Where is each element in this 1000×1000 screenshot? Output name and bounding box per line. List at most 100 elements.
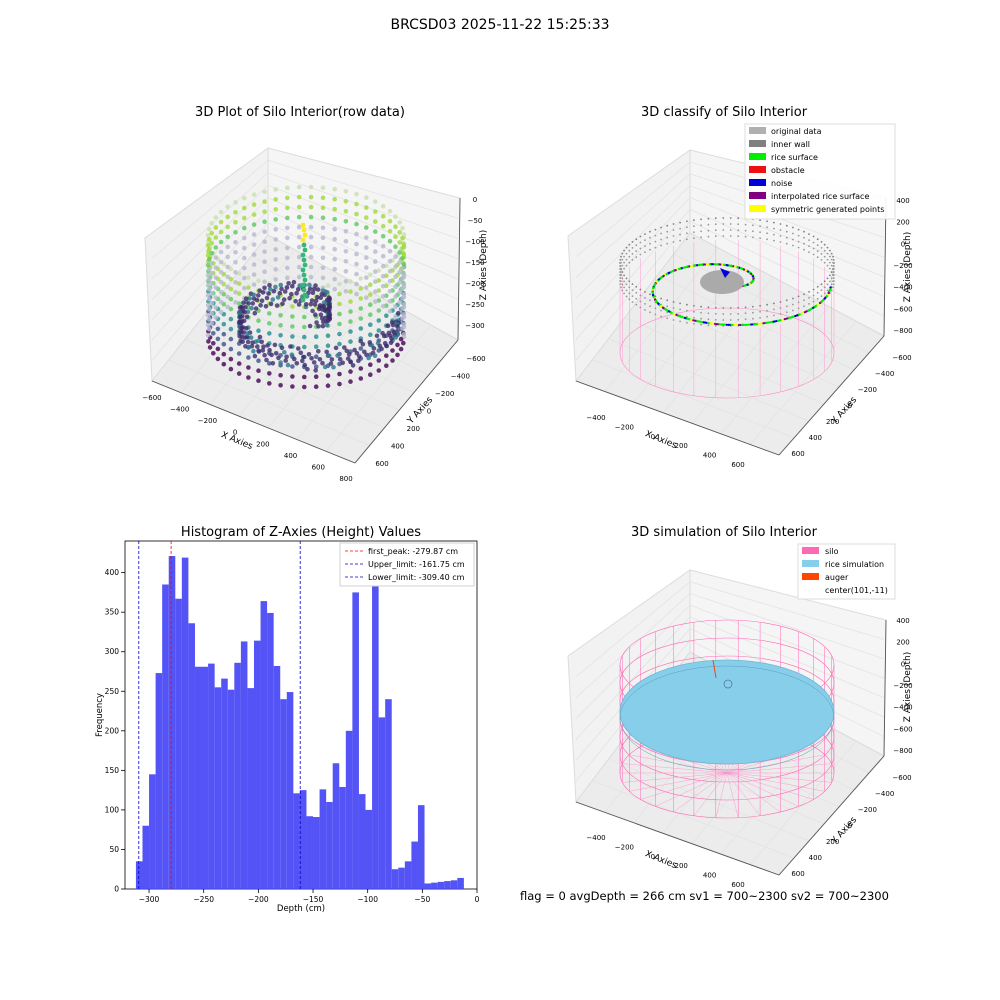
raw-point (213, 255, 219, 260)
raw-y-tick: 400 (391, 443, 404, 451)
inner-wall-point (631, 289, 634, 291)
histogram-y-label: Frequency (95, 693, 105, 737)
simulation-y-tick: 200 (826, 838, 839, 846)
surface-point (742, 323, 745, 326)
histogram-bar (162, 584, 169, 889)
raw-point (320, 245, 326, 251)
surface-point (825, 295, 828, 298)
legend-swatch-1 (802, 560, 819, 567)
raw-point (274, 303, 280, 308)
raw-point (233, 260, 238, 265)
inner-wall-point (625, 246, 628, 249)
surface-point (665, 308, 668, 312)
inner-wall-point (823, 280, 826, 283)
raw-point (218, 259, 224, 265)
raw-x-tick: −400 (170, 406, 189, 414)
inner-wall-point (686, 232, 688, 235)
raw-point (221, 341, 227, 347)
raw-point (325, 290, 330, 295)
histogram-y-tick: 300 (105, 647, 120, 656)
raw-point (296, 254, 302, 260)
raw-point (284, 285, 290, 290)
raw-point (252, 353, 258, 359)
raw-point (354, 191, 359, 197)
raw-point (285, 235, 290, 241)
surface-point (715, 323, 718, 326)
inner-wall-point (700, 311, 702, 314)
inner-wall-point (816, 244, 819, 247)
inner-wall-point (714, 324, 717, 327)
raw-point (285, 275, 290, 281)
inner-wall-point (623, 274, 625, 277)
raw-point (215, 356, 221, 362)
raw-point (368, 282, 373, 288)
raw-point (218, 279, 224, 285)
raw-point (313, 312, 318, 318)
surface-point (714, 322, 717, 325)
inner-wall-point (808, 291, 810, 293)
raw-point (236, 361, 242, 366)
surface-point (655, 280, 659, 283)
simulation-y-tick: 0 (848, 822, 852, 830)
classify-y-tick: −400 (875, 370, 894, 378)
raw-point (387, 258, 393, 264)
raw-point (354, 271, 359, 277)
raw-point (387, 268, 393, 274)
inner-wall-point (621, 289, 624, 292)
raw-point (244, 326, 249, 331)
raw-point (209, 310, 215, 316)
raw-point (205, 243, 211, 248)
raw-point (296, 244, 302, 250)
panel-title-simulation: 3D simulation of Silo Interior (631, 525, 818, 540)
y-axis-line (354, 339, 459, 464)
simulation-z-tick: 200 (896, 639, 909, 647)
histogram-bar (424, 883, 432, 889)
raw-point (313, 384, 319, 390)
inner-wall-point (625, 252, 628, 255)
z-axis-line (883, 619, 887, 757)
histogram-bar (306, 816, 314, 889)
raw-point (325, 383, 331, 389)
inner-wall-point (707, 235, 710, 238)
silo-floor-wire (726, 772, 761, 816)
raw-point (401, 242, 407, 247)
inner-wall-point (700, 236, 702, 239)
raw-point (242, 309, 247, 315)
raw-point (343, 199, 349, 204)
inner-wall-point (621, 258, 624, 261)
raw-z-tick: −150 (465, 259, 484, 267)
histogram-bar (286, 692, 294, 889)
raw-point (325, 373, 331, 379)
raw-point (393, 214, 398, 219)
histogram-y-tick: 0 (114, 885, 119, 894)
histogram-bar (240, 641, 248, 889)
raw-point (313, 374, 319, 380)
raw-point (213, 285, 219, 290)
rice-simulation-surface (619, 659, 835, 765)
raw-point (206, 286, 212, 292)
inner-wall-point (700, 317, 702, 320)
raw-point (397, 230, 403, 235)
surface-point (813, 305, 817, 308)
raw-point (358, 346, 364, 351)
inner-wall-point (797, 307, 800, 310)
raw-point (373, 289, 378, 294)
raw-point (251, 262, 257, 267)
raw-point (313, 283, 318, 288)
inner-wall-point (832, 261, 834, 264)
surface-point (686, 317, 689, 320)
raw-point (262, 259, 267, 265)
inner-wall-point (625, 295, 628, 298)
inner-wall-point (803, 242, 805, 245)
raw-point (205, 253, 211, 258)
inner-wall-point (654, 307, 657, 310)
raw-point (398, 336, 404, 342)
raw-point (249, 305, 254, 311)
raw-point (244, 314, 250, 320)
raw-point (206, 326, 212, 332)
raw-point (276, 355, 281, 361)
inner-wall-point (820, 295, 823, 297)
raw-point (233, 300, 238, 305)
raw-point (320, 235, 326, 241)
raw-point (270, 361, 276, 366)
